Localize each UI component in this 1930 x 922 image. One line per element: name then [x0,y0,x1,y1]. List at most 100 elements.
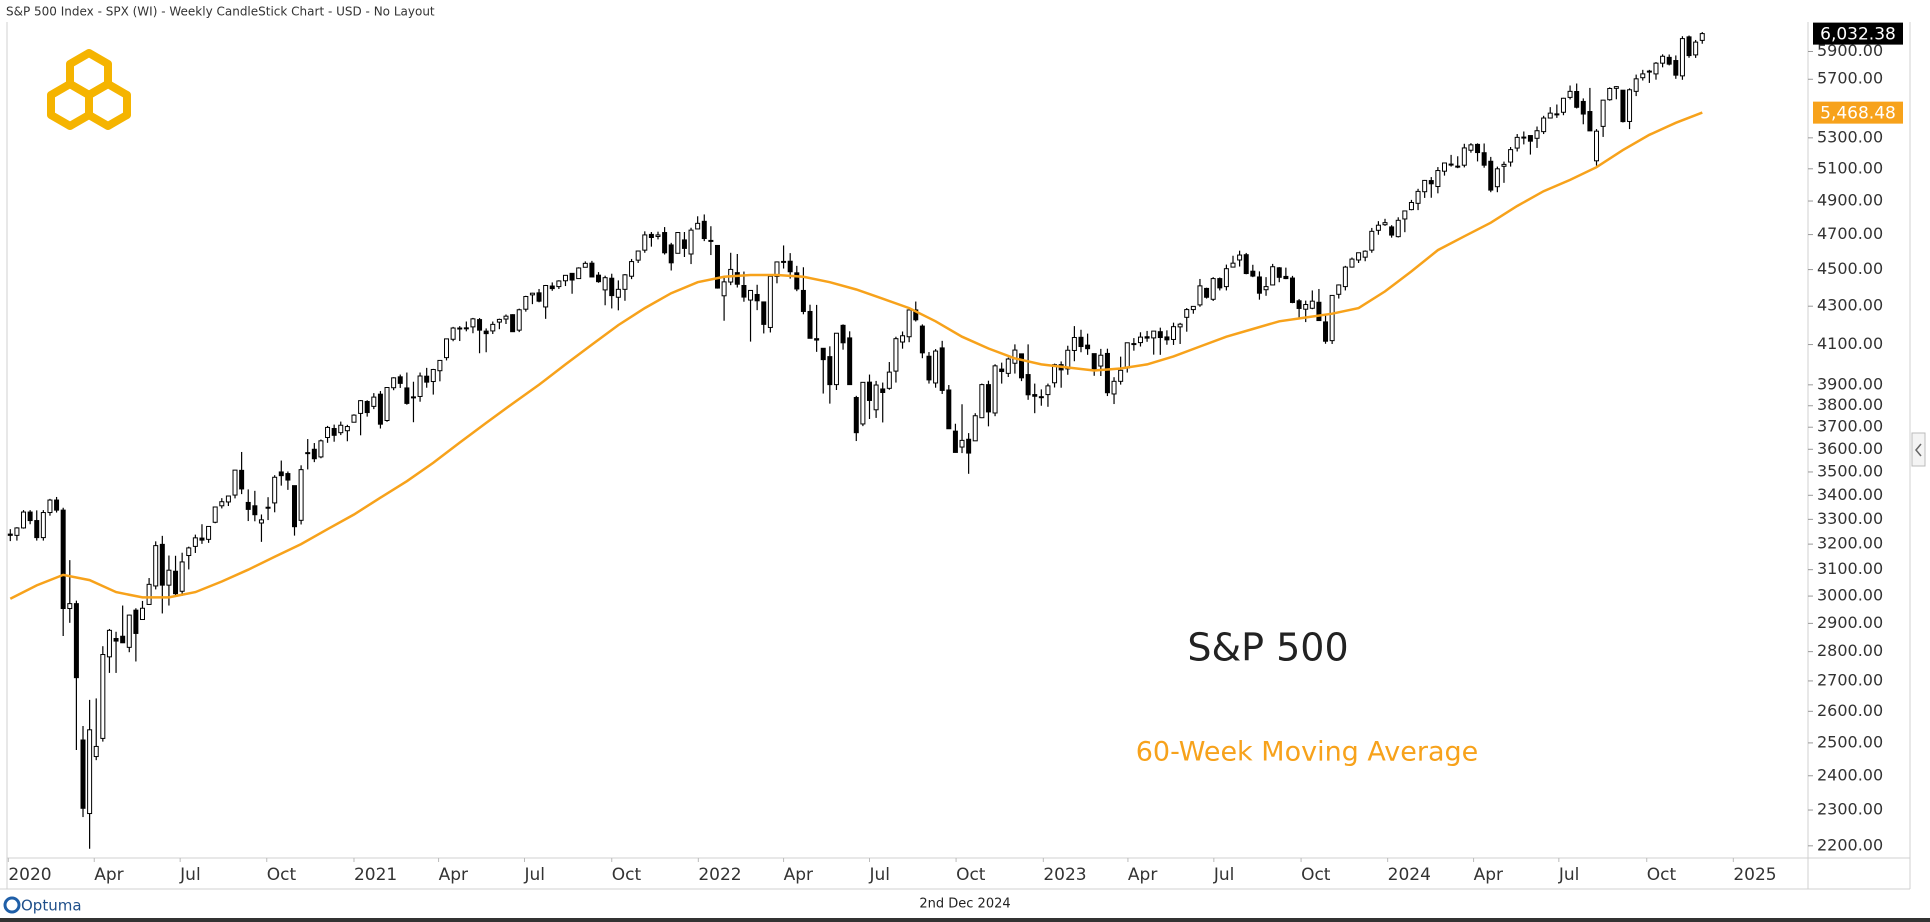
candle [1666,54,1672,66]
candle [866,374,872,419]
candle [1336,284,1342,299]
candle [27,510,33,525]
candle [1441,162,1447,176]
candle [1349,257,1355,268]
candle [833,332,839,391]
candle [1600,99,1606,137]
candle [615,280,621,311]
candle [252,490,258,522]
candle-body [1131,343,1137,346]
candle [1461,143,1467,168]
candle-body [1177,323,1183,328]
candle [338,421,344,436]
series-name: 60-Week Moving Average [1136,737,1479,768]
candle-body [371,396,377,407]
candle [490,321,496,335]
candle-body [1098,354,1104,367]
last-price-label: 6,032.38 [1820,25,1896,45]
candle-body [1184,309,1190,318]
candle-body [1164,336,1170,341]
candle-body [741,284,747,298]
candle-body [714,244,720,289]
candle-body [781,260,787,263]
candle [999,362,1005,384]
last-value-box [1813,101,1903,124]
candle [754,284,760,311]
collapse-tab[interactable] [1911,432,1926,467]
y-tick-label: 2400.00 [1817,765,1883,784]
candle-body [1686,36,1692,57]
candle-body [1250,270,1256,277]
candle [232,469,238,499]
candle [1065,345,1071,375]
collapse-button[interactable] [1911,432,1926,467]
candle-body [655,234,661,237]
candle-body [675,232,681,254]
candle [787,253,793,279]
candle-body [1389,226,1395,236]
candle [688,227,694,265]
candle [225,495,231,507]
candle [1098,348,1104,376]
candle [708,226,714,256]
x-tick-label: Oct [267,865,297,885]
series-name: S&P 500 [1187,626,1348,670]
candle [450,326,456,342]
candle-body [1256,276,1262,294]
x-tick-label: Oct [956,865,986,885]
candle [781,245,787,269]
candle [463,321,469,332]
candle-body [1580,100,1586,115]
candle-body [1666,56,1672,65]
candle-body [239,469,245,490]
y-tick-label: 2600.00 [1817,701,1883,720]
candle-body [1316,301,1322,322]
candle-body [21,511,27,529]
candle-body [1646,70,1652,73]
candle-body [1441,162,1447,172]
candle [1475,143,1481,162]
candle-body [1422,179,1428,193]
candle-body [1276,267,1282,278]
candle [1078,329,1084,353]
candle-body [688,229,694,255]
candle [1574,83,1580,109]
candle [1217,277,1223,291]
candle-body [1171,326,1177,340]
candle-body [635,250,641,261]
candle-body [1085,344,1091,350]
candle-body [642,234,648,251]
candle-body [668,244,674,264]
candle [1587,87,1593,132]
candle [1296,299,1302,318]
candle [1514,134,1520,152]
candle [1184,308,1190,332]
candle [675,232,681,254]
candle [1686,35,1692,58]
candle-body [1673,60,1679,76]
candle-body [1032,394,1038,397]
candle-body [1104,352,1110,394]
x-tick-label: Oct [612,865,642,885]
candle-body [404,387,410,404]
candle [410,381,416,423]
candle-body [1362,250,1368,258]
candle-body [536,292,542,302]
candle [1402,210,1408,233]
candle-body [622,274,628,290]
candle-body [463,327,469,330]
candle-body [60,509,66,610]
candle [1448,154,1454,167]
candle-body [615,288,621,298]
candle-body [1065,349,1071,370]
candle-body [1679,38,1685,77]
x-tick-label: 2021 [354,865,397,885]
candle [946,385,952,430]
candle [14,527,20,541]
candle [800,267,806,315]
candle-body [305,452,311,455]
candle-body [1560,97,1566,113]
candle [516,308,522,333]
candle-body [1402,210,1408,220]
